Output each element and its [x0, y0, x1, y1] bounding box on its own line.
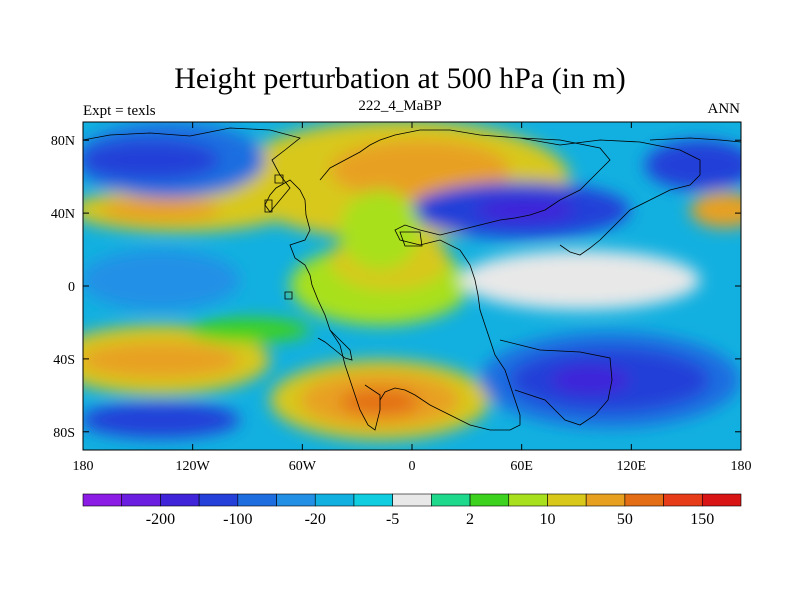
colorbar-box — [392, 493, 432, 507]
x-tick-label: 60E — [510, 459, 533, 474]
colorbar-label: -5 — [386, 511, 399, 528]
colorbar-box — [624, 493, 664, 507]
x-tick-label: 120W — [176, 459, 211, 474]
chart-title: Height perturbation at 500 hPa (in m) — [174, 62, 626, 95]
colorbar-label: 50 — [617, 511, 633, 528]
field-blobs — [83, 122, 741, 440]
y-tick-label: 0 — [68, 280, 75, 295]
x-tick-label: 0 — [409, 459, 416, 474]
colorbar-box — [276, 493, 316, 507]
season-label: ANN — [707, 101, 741, 117]
colorbar-box — [82, 493, 123, 507]
colorbar-box — [663, 493, 703, 507]
colorbar-box — [469, 493, 510, 507]
experiment-label: Expt = texls — [83, 103, 156, 119]
x-tick-label: 180 — [731, 459, 752, 474]
continent-outlines — [83, 127, 741, 431]
colorbar-box — [121, 493, 161, 507]
y-tick-label: 80S — [53, 426, 75, 441]
colorbar-box — [547, 493, 587, 507]
colorbar-label: -100 — [223, 511, 252, 528]
colorbar-label: -20 — [305, 511, 326, 528]
map-field — [83, 122, 741, 450]
colorbar: -200 -100 -20 -5 2 10 50 150 — [82, 493, 742, 528]
colorbar-label: 10 — [539, 511, 555, 528]
x-axis: 180 120W 60W 0 60E 120E 180 — [73, 122, 752, 474]
colorbar-box — [314, 493, 355, 507]
colorbar-box — [701, 493, 742, 507]
y-axis: 80N 40N 0 40S 80S — [51, 134, 741, 441]
colorbar-box — [237, 493, 277, 507]
y-tick-label: 80N — [51, 134, 75, 149]
colorbar-box — [353, 493, 393, 507]
colorbar-label: 2 — [466, 511, 474, 528]
colorbar-box — [431, 493, 471, 507]
colorbar-box — [585, 493, 626, 507]
colorbar-label: -200 — [146, 511, 175, 528]
x-tick-label: 60W — [289, 459, 317, 474]
colorbar-box — [508, 493, 548, 507]
y-tick-label: 40N — [51, 207, 75, 222]
colorbar-label: 150 — [690, 511, 714, 528]
y-tick-label: 40S — [53, 353, 75, 368]
case-label: 222_4_MaBP — [358, 98, 442, 114]
x-tick-label: 180 — [73, 459, 94, 474]
colorbar-box — [198, 493, 239, 507]
colorbar-box — [160, 493, 200, 507]
x-tick-label: 120E — [617, 459, 647, 474]
